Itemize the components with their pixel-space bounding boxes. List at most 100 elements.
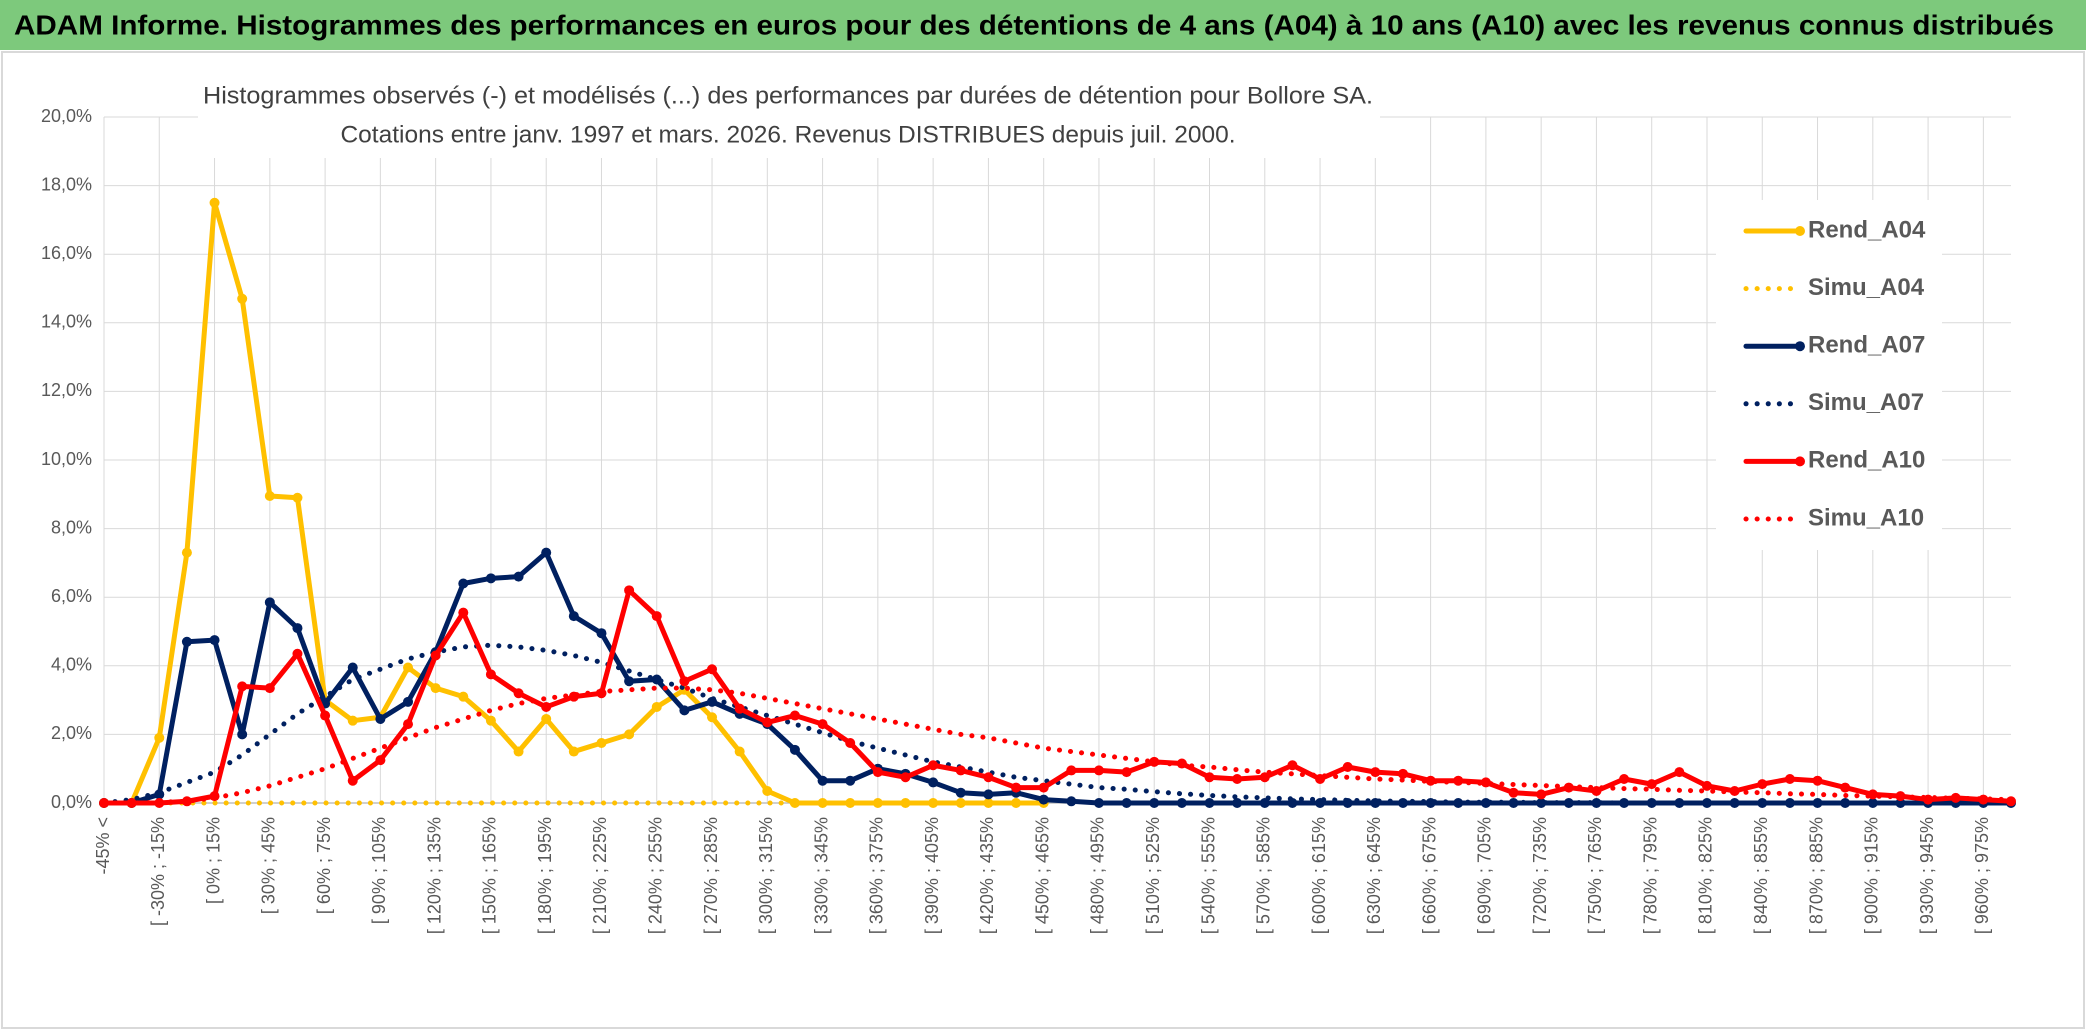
x-tick-label: [ 720% ; 735% — [1530, 817, 1550, 934]
x-tick-label: [ 360% ; 375% — [867, 817, 887, 934]
data-point — [734, 703, 745, 714]
chart-title: Histogrammes observés (-) et modélisés (… — [203, 82, 1373, 109]
y-tick-label: 2,0% — [51, 723, 92, 743]
data-point — [1038, 794, 1049, 805]
data-point — [403, 662, 414, 673]
data-point — [2006, 796, 2016, 807]
data-point — [983, 798, 994, 808]
x-tick-label: -45% < — [93, 817, 113, 875]
data-point — [789, 744, 800, 755]
data-point — [541, 713, 552, 724]
data-point — [403, 696, 414, 707]
data-point — [1370, 767, 1381, 778]
data-point — [1011, 782, 1022, 793]
data-point — [458, 607, 469, 618]
x-tick-label: [ 810% ; 825% — [1696, 817, 1716, 934]
data-point — [1342, 761, 1353, 772]
data-point — [1674, 767, 1685, 778]
data-point — [817, 798, 828, 808]
data-point — [679, 705, 690, 716]
x-tick-label: [ 120% ; 135% — [424, 817, 444, 934]
legend: Rend_A04 Simu_A04 Rend_A07 Simu_A07 Rend_A10… — [1716, 200, 1942, 550]
data-point — [1508, 787, 1519, 798]
data-point — [762, 785, 773, 796]
data-point — [1536, 789, 1547, 800]
data-point — [1287, 760, 1298, 771]
data-point — [1204, 798, 1215, 808]
data-point — [1867, 798, 1878, 808]
y-tick-label: 10,0% — [41, 449, 92, 469]
x-tick-label: [ 450% ; 465% — [1032, 817, 1052, 934]
y-tick-label: 4,0% — [51, 655, 92, 675]
data-point — [1591, 798, 1602, 808]
x-tick-label: [ 900% ; 915% — [1862, 817, 1882, 934]
x-tick-label: [ -30% ; -15% — [148, 817, 168, 926]
data-point — [458, 691, 469, 702]
data-point — [1784, 773, 1795, 784]
x-tick-label: [ 660% ; 675% — [1419, 817, 1439, 934]
data-point — [458, 578, 469, 589]
data-point — [513, 746, 524, 757]
data-point — [292, 623, 303, 634]
x-tick-label: [ 240% ; 255% — [646, 817, 666, 934]
data-point — [900, 772, 911, 783]
data-point — [1232, 773, 1243, 784]
data-point — [513, 571, 524, 582]
data-point — [983, 789, 994, 800]
data-point — [568, 746, 579, 757]
data-point — [679, 676, 690, 687]
data-point — [1259, 772, 1270, 783]
data-point — [1149, 756, 1160, 767]
data-point — [707, 712, 718, 723]
data-point — [1812, 798, 1823, 808]
data-point — [707, 664, 718, 675]
x-tick-label: [ 180% ; 195% — [535, 817, 555, 934]
data-point — [1121, 767, 1132, 778]
data-point — [1093, 765, 1104, 776]
x-tick-label: [ 540% ; 555% — [1198, 817, 1218, 934]
data-point — [1701, 798, 1712, 808]
data-point — [928, 798, 939, 808]
data-point — [126, 798, 137, 808]
data-point — [817, 719, 828, 730]
x-tick-label: [ 510% ; 525% — [1143, 817, 1163, 934]
data-point — [1591, 785, 1602, 796]
data-point — [955, 765, 966, 776]
data-point — [1757, 779, 1768, 790]
data-point — [568, 611, 579, 622]
data-point — [181, 636, 192, 647]
data-point — [1259, 798, 1270, 808]
data-point — [1536, 798, 1547, 808]
data-point — [624, 729, 635, 740]
data-point — [651, 701, 662, 712]
data-point — [264, 683, 275, 694]
x-tick-label: [ 750% ; 765% — [1585, 817, 1605, 934]
x-tick-label: [ 870% ; 885% — [1806, 817, 1826, 934]
x-tick-label: [ 390% ; 405% — [922, 817, 942, 934]
x-tick-label: [ 210% ; 225% — [590, 817, 610, 934]
data-point — [1204, 772, 1215, 783]
series-line — [101, 642, 2014, 806]
y-tick-label: 16,0% — [41, 243, 92, 263]
x-tick-label: [ 960% ; 975% — [1972, 817, 1992, 934]
data-point — [789, 710, 800, 721]
data-point — [1701, 780, 1712, 791]
data-point — [181, 547, 192, 558]
plot-area: -45% < [ -30% ; -15% [ 0% ; 15% [ 30% ; 45%… — [41, 106, 2016, 934]
data-point — [817, 775, 828, 786]
x-tick-label: [ 90% ; 105% — [369, 817, 389, 924]
data-point — [928, 777, 939, 788]
x-tick-label: [ 0% ; 15% — [203, 817, 223, 904]
data-point — [651, 611, 662, 622]
y-tick-label: 18,0% — [41, 174, 92, 194]
data-point — [1812, 775, 1823, 786]
legend-label: Simu_A07 — [1808, 389, 1924, 416]
data-point — [264, 597, 275, 608]
series-line — [101, 587, 2014, 806]
data-point — [955, 787, 966, 798]
y-tick-label: 0,0% — [51, 792, 92, 812]
data-point — [1757, 798, 1768, 808]
data-point — [928, 760, 939, 771]
data-point — [1646, 779, 1657, 790]
legend-label: Simu_A10 — [1808, 504, 1924, 531]
